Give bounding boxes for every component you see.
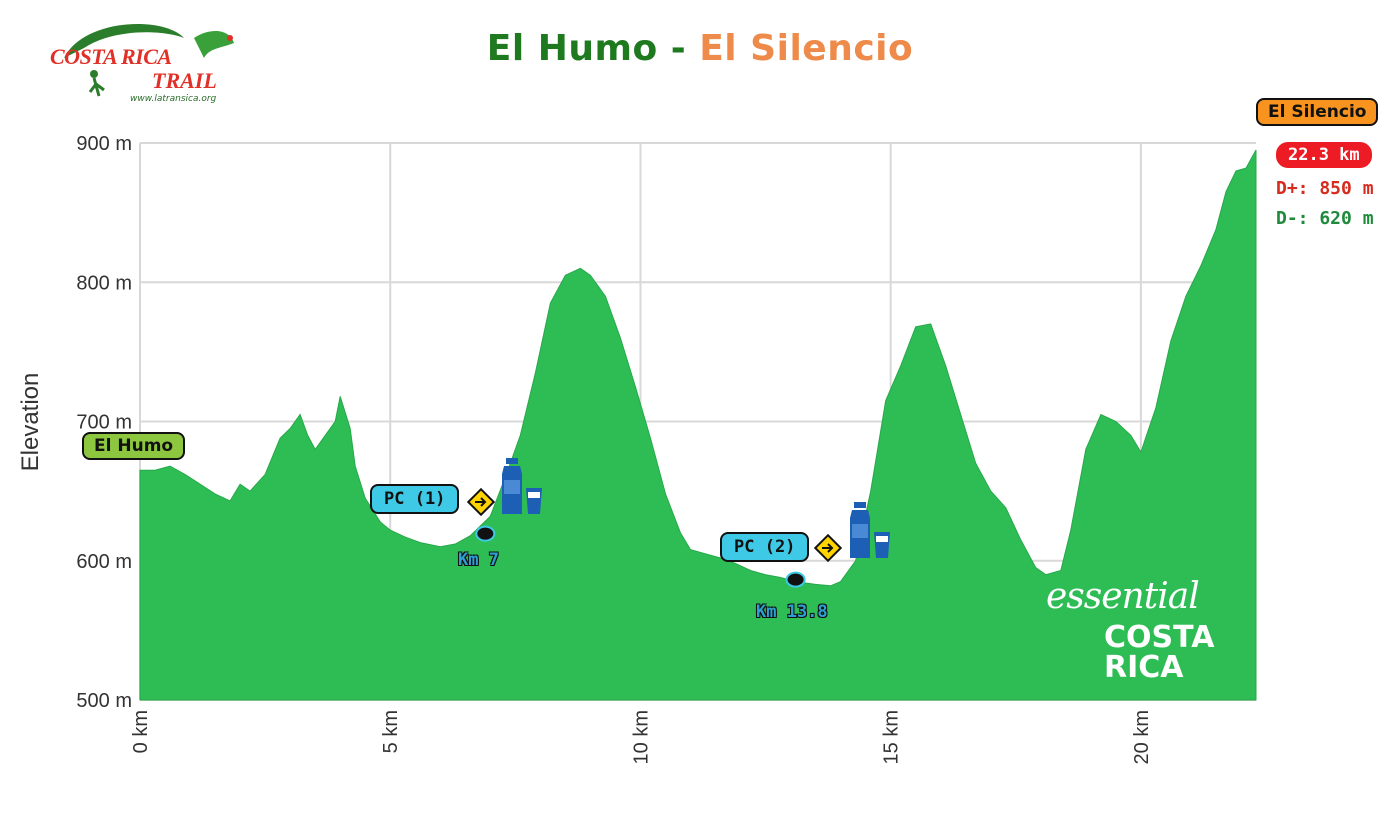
y-tick-label: 900 m	[76, 133, 132, 155]
checkpoint-1-km: Km 7	[458, 550, 499, 570]
direction-sign-icon	[466, 487, 496, 517]
brand-line2: COSTA	[1104, 620, 1215, 655]
checkpoint-marker	[475, 525, 496, 542]
start-tag: El Humo	[82, 432, 186, 460]
costa-rica-trail-logo: COSTA RICA TRAIL www.latransica.org	[44, 18, 244, 110]
elevation-loss: D-: 620 m	[1276, 208, 1374, 229]
y-tick-label: 600 m	[76, 551, 132, 573]
logo-line1: COSTA RICA	[50, 44, 172, 69]
y-tick-label: 800 m	[76, 272, 132, 294]
title-end: El Silencio	[699, 28, 914, 69]
checkpoint-1-label: PC (1)	[370, 484, 460, 514]
checkpoint-2-km: Km 13.8	[756, 602, 828, 622]
y-axis-label: Elevation	[17, 373, 44, 472]
elevation-area	[139, 149, 1257, 701]
water-bottle-icon	[502, 458, 542, 514]
logo-line2: TRAIL	[152, 68, 217, 93]
checkpoint-marker	[785, 571, 806, 588]
essential-costa-rica-logo: essential COSTA RICA	[1006, 576, 1246, 683]
water-bottle-icon-2	[850, 502, 890, 558]
y-tick-label: 500 m	[76, 690, 132, 712]
title-start: El Humo	[486, 28, 658, 69]
x-tick-label: 15 km	[881, 710, 903, 764]
direction-sign-icon-2	[813, 533, 843, 563]
x-tick-label: 20 km	[1131, 710, 1153, 764]
checkpoint-2-label: PC (2)	[720, 532, 810, 562]
x-tick-label: 10 km	[630, 710, 652, 764]
distance-tag: 22.3 km	[1276, 142, 1372, 168]
x-tick-label: 0 km	[130, 710, 152, 753]
x-tick-label: 5 km	[380, 710, 402, 753]
brand-line3: RICA	[1104, 650, 1184, 685]
logo-url: www.latransica.org	[130, 94, 217, 104]
elevation-gain: D+: 850 m	[1276, 178, 1374, 199]
page-title: El Humo - El Silencio	[0, 28, 1400, 69]
finish-tag: El Silencio	[1256, 98, 1379, 126]
title-separator: -	[657, 28, 700, 69]
y-tick-label: 700 m	[76, 412, 132, 434]
brand-line1: essential	[1046, 576, 1200, 617]
frog-logo-icon	[64, 24, 234, 97]
